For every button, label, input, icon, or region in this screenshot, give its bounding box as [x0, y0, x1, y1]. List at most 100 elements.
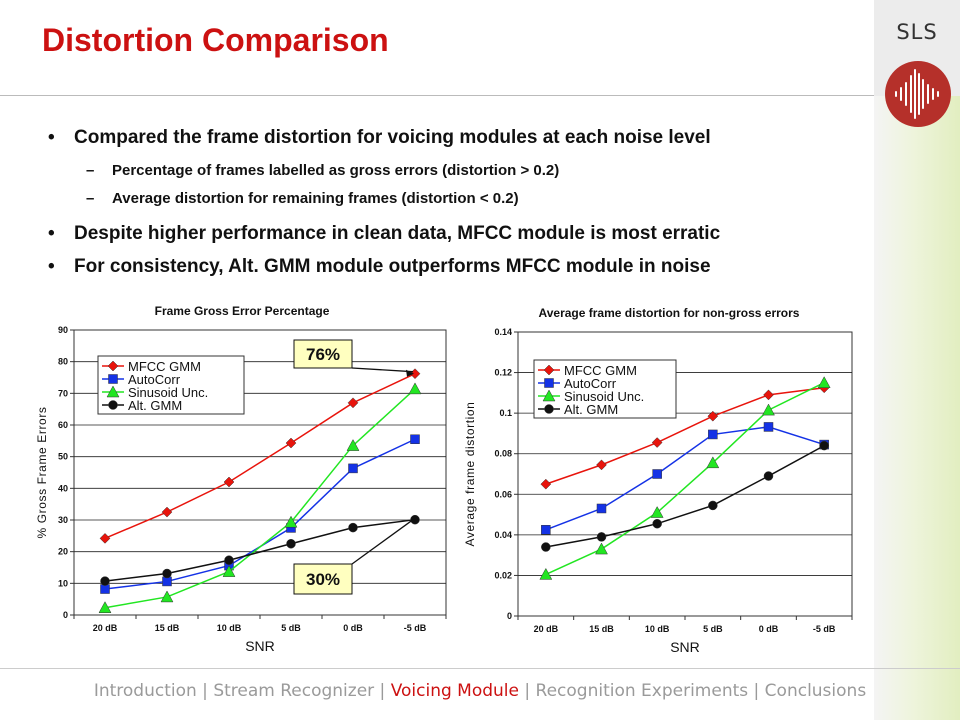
- y-tick-label: 40: [58, 483, 68, 493]
- callout-box: [293, 563, 353, 595]
- data-point: [98, 601, 112, 613]
- nav-separator: |: [374, 681, 391, 701]
- data-point: [100, 584, 110, 594]
- y-tick-label: 30: [58, 515, 68, 525]
- series-line: [545, 444, 825, 548]
- nav-item-voicing-module[interactable]: Voicing Module: [390, 681, 519, 701]
- y-tick-label: 0.08: [494, 449, 512, 459]
- nav-separator: |: [518, 681, 536, 701]
- nav-item-conclusions[interactable]: Conclusions: [764, 681, 867, 701]
- x-tick-label: 20 dB: [534, 624, 559, 634]
- bullet-mark: •: [48, 223, 55, 244]
- data-point: [763, 422, 774, 432]
- data-point: [160, 590, 174, 603]
- data-point: [346, 439, 360, 451]
- data-point: [708, 500, 718, 511]
- data-point: [650, 506, 664, 518]
- x-axis-label: SNR: [245, 638, 275, 654]
- page-title: Distortion Comparison: [42, 22, 389, 58]
- x-tick-label: 15 dB: [589, 624, 614, 634]
- data-point: [708, 429, 718, 440]
- data-point: [347, 397, 359, 409]
- series-line: [545, 387, 825, 485]
- callout-box: [293, 339, 353, 369]
- y-tick-label: 0.12: [494, 368, 512, 378]
- series-line: [104, 388, 416, 609]
- legend-marker: [108, 374, 118, 384]
- data-point: [541, 525, 551, 535]
- nav-separator: |: [748, 681, 765, 701]
- legend-marker: [108, 400, 118, 410]
- nav-separator: |: [196, 681, 214, 701]
- data-point: [348, 463, 358, 474]
- legend-marker: [106, 385, 120, 398]
- y-tick-label: 70: [58, 388, 68, 398]
- data-point: [763, 471, 774, 481]
- legend-label: Alt. GMM: [564, 402, 618, 417]
- legend-label: MFCC GMM: [564, 363, 637, 378]
- legend-label: Alt. GMM: [128, 398, 182, 413]
- callout-line: [351, 519, 414, 565]
- bullet-item: • Compared the frame distortion for voici…: [48, 127, 711, 149]
- x-tick-label: 0 dB: [343, 623, 363, 633]
- y-tick-label: 50: [58, 452, 68, 462]
- data-point: [100, 576, 110, 586]
- data-point: [410, 434, 420, 444]
- sub-bullet-item: – Average distortion for remaining frames…: [86, 190, 519, 207]
- x-tick-label: 0 dB: [759, 624, 779, 634]
- callout-label: 76%: [306, 345, 340, 364]
- bullet-mark: •: [48, 127, 55, 148]
- data-point: [596, 532, 607, 542]
- data-point: [541, 542, 551, 552]
- brand-label: SLS: [896, 20, 938, 44]
- data-point: [224, 555, 234, 565]
- legend-marker: [543, 364, 555, 376]
- legend-marker: [544, 378, 554, 388]
- data-point: [408, 382, 422, 395]
- y-axis-label: % Gross Frame Errors: [35, 406, 49, 538]
- data-point: [596, 459, 607, 471]
- x-tick-label: 5 dB: [281, 623, 301, 633]
- callout-arrowhead: [406, 369, 414, 377]
- bullet-item: • Despite higher performance in clean dat…: [48, 223, 720, 245]
- x-tick-label: 10 dB: [217, 623, 242, 633]
- series-line: [545, 382, 825, 576]
- series-line: [104, 518, 416, 582]
- legend-label: AutoCorr: [128, 372, 181, 387]
- nav-item-introduction[interactable]: Introduction: [93, 681, 197, 701]
- data-point: [162, 568, 172, 579]
- y-tick-label: 0.04: [494, 530, 512, 540]
- data-point: [707, 410, 719, 422]
- nav-item-recognition-experiments[interactable]: Recognition Experiments: [535, 681, 749, 701]
- x-tick-label: -5 dB: [813, 624, 836, 634]
- y-tick-label: 0: [507, 611, 512, 621]
- sub-bullet-item: – Percentage of frames labelled as gross …: [86, 162, 559, 179]
- data-point: [706, 456, 720, 469]
- sub-bullet-mark: –: [86, 190, 95, 207]
- data-point: [596, 503, 607, 514]
- data-point: [222, 565, 236, 577]
- bullet-text: Compared the frame distortion for voicin…: [74, 127, 711, 148]
- sub-bullet-text: Percentage of frames labelled as gross e…: [112, 162, 560, 179]
- y-tick-label: 0.02: [494, 570, 512, 580]
- data-point: [223, 476, 235, 488]
- series-line: [545, 426, 825, 531]
- bullet-text: Despite higher performance in clean data…: [74, 223, 721, 244]
- x-tick-label: 15 dB: [155, 623, 180, 633]
- legend-marker: [107, 360, 119, 372]
- legend-marker: [542, 389, 556, 402]
- data-point: [762, 403, 775, 416]
- bullet-item: • For consistency, Alt. GMM module outper…: [48, 256, 711, 278]
- data-point: [348, 522, 358, 533]
- nav-item-stream-recognizer[interactable]: Stream Recognizer: [213, 681, 375, 701]
- x-tick-label: 20 dB: [93, 623, 118, 633]
- callout-line: [351, 367, 414, 373]
- y-tick-label: 10: [58, 578, 68, 588]
- y-tick-label: 20: [58, 547, 68, 557]
- x-tick-label: -5 dB: [404, 623, 427, 633]
- data-point: [284, 515, 298, 528]
- x-tick-label: 5 dB: [703, 624, 723, 634]
- legend-label: AutoCorr: [564, 376, 617, 391]
- data-point: [162, 576, 172, 587]
- x-axis-label: SNR: [670, 639, 700, 655]
